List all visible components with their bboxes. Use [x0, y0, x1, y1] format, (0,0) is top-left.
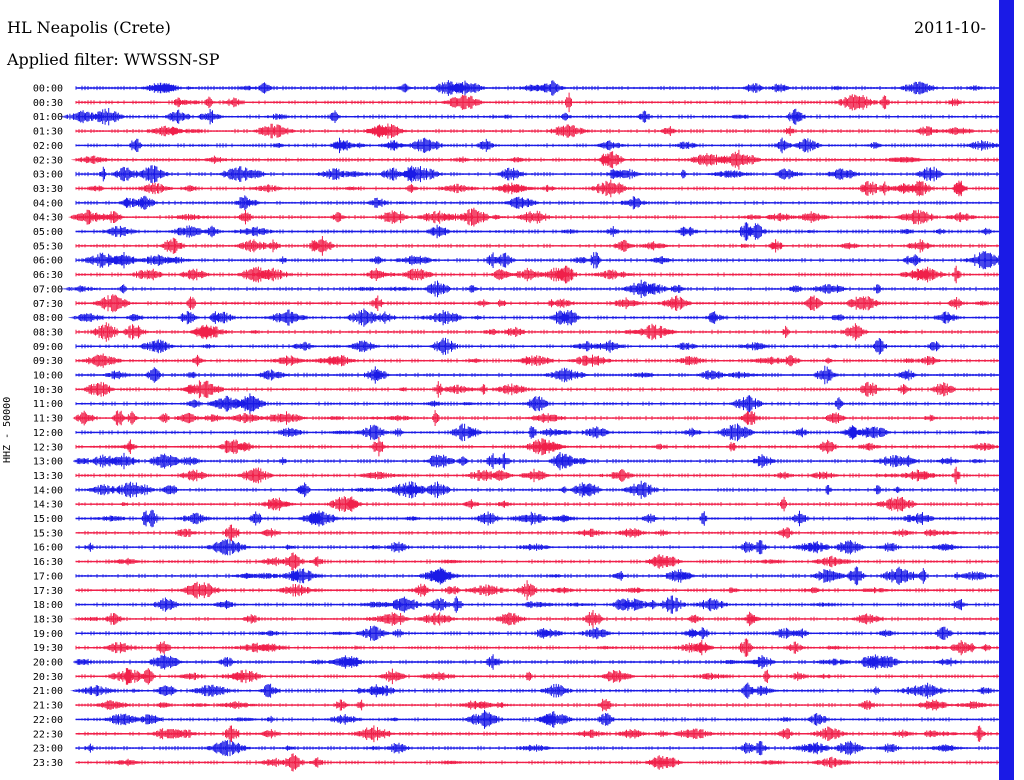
time-label: 12:30: [33, 442, 63, 453]
trace-signal: [75, 709, 998, 729]
time-label: 09:00: [33, 342, 63, 353]
time-label: 17:00: [33, 571, 63, 582]
time-label: 21:30: [33, 701, 63, 712]
time-label: 01:30: [33, 127, 63, 138]
time-label: 11:30: [33, 414, 63, 425]
edge-band: [999, 0, 1014, 780]
time-label: 18:00: [33, 600, 63, 611]
trace-signal: [75, 294, 998, 313]
trace-signal: [75, 466, 998, 485]
time-label: 03:00: [33, 170, 63, 181]
trace-signal: [75, 580, 998, 601]
time-label: 05:00: [33, 227, 63, 238]
time-labels: 00:00 00:30 01:00 01:30 02:00 02:30 03:00 03:30…: [33, 84, 63, 769]
trace-signal: [75, 740, 998, 757]
time-label: 17:30: [33, 586, 63, 597]
time-label: 18:30: [33, 614, 63, 625]
time-label: 09:30: [33, 356, 63, 367]
trace-signal: [75, 552, 998, 571]
trace-signal: [75, 92, 998, 113]
trace-signal: [75, 251, 1009, 270]
trace-signal: [75, 337, 998, 355]
time-label: 01:00: [33, 112, 63, 123]
time-label: 02:30: [33, 155, 63, 166]
trace-signal: [73, 452, 998, 471]
time-label: 07:30: [33, 299, 63, 310]
time-label: 15:00: [33, 514, 63, 525]
trace-signal: [75, 539, 998, 556]
trace-signal: [75, 222, 998, 241]
trace-signal: [75, 179, 998, 198]
time-label: 19:30: [33, 643, 63, 654]
time-label: 06:00: [33, 256, 63, 267]
time-label: 04:30: [33, 213, 63, 224]
time-label: 12:00: [33, 428, 63, 439]
time-label: 19:00: [33, 629, 63, 640]
time-label: 22:00: [33, 715, 63, 726]
time-label: 08:30: [33, 327, 63, 338]
trace-signal: [75, 380, 998, 399]
time-label: 10:00: [33, 371, 63, 382]
time-label: 22:30: [33, 729, 63, 740]
time-label: 05:30: [33, 241, 63, 252]
trace-signal: [75, 353, 998, 368]
time-label: 00:30: [33, 98, 63, 109]
trace-signal: [75, 80, 998, 96]
trace-signal: [75, 137, 1004, 154]
time-label: 14:00: [33, 485, 63, 496]
time-label: 10:30: [33, 385, 63, 396]
time-label: 20:30: [33, 672, 63, 683]
trace-signal: [75, 480, 998, 499]
time-label: 00:00: [33, 84, 63, 95]
time-label: 20:00: [33, 658, 63, 669]
filter-label: Applied filter: WWSSN-SP: [7, 50, 220, 69]
trace-group: [59, 80, 1009, 772]
time-label: 23:30: [33, 758, 63, 769]
time-label: 02:00: [33, 141, 63, 152]
time-label: 13:00: [33, 457, 63, 468]
trace-signal: [75, 365, 998, 385]
trace-signal: [75, 423, 1002, 442]
time-label: 04:00: [33, 198, 63, 209]
trace-signal: [75, 509, 998, 528]
trace-signal: [75, 393, 998, 414]
time-label: 23:00: [33, 744, 63, 755]
date-label: 2011-10-: [914, 18, 986, 37]
time-label: 03:30: [33, 184, 63, 195]
trace-signal: [59, 108, 998, 126]
time-label: 06:30: [33, 270, 63, 281]
station-title: HL Neapolis (Crete): [7, 18, 171, 37]
time-label: 11:00: [33, 399, 63, 410]
time-label: 08:00: [33, 313, 63, 324]
trace-signal: [75, 595, 998, 614]
trace-signal: [75, 195, 998, 211]
trace-signal: [75, 753, 998, 772]
trace-signal: [75, 638, 998, 657]
time-label: 16:30: [33, 557, 63, 568]
time-label: 13:30: [33, 471, 63, 482]
time-label: 21:00: [33, 686, 63, 697]
time-label: 16:00: [33, 543, 63, 554]
trace-signal: [73, 654, 998, 670]
trace-signal: [75, 322, 998, 342]
trace-signal: [75, 265, 998, 284]
time-label: 14:30: [33, 500, 63, 511]
trace-signal: [68, 308, 998, 327]
time-label: 15:30: [33, 528, 63, 539]
time-label: 07:00: [33, 284, 63, 295]
channel-label: HHZ - 50000: [2, 396, 13, 464]
